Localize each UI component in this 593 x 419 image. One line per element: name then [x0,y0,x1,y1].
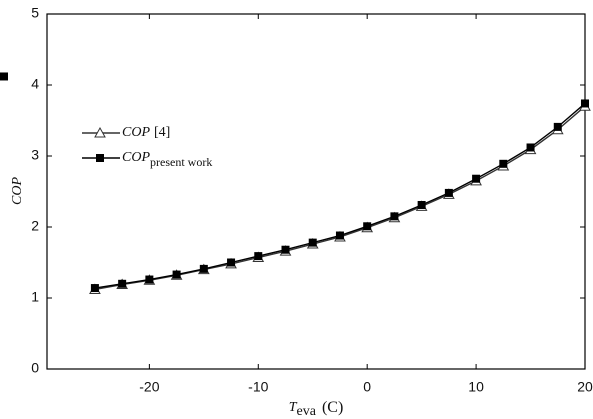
legend-suffix: [4] [154,125,170,140]
marker [172,270,181,279]
marker [417,200,426,209]
marker [118,279,127,288]
legend: COP [4] COPpresent work [122,125,212,169]
marker [96,154,104,162]
legend-subscript: present work [150,155,212,169]
legend-label: COPpresent work [122,150,212,169]
x-tick-label: -20 [139,379,159,395]
legend-name: COP [122,125,150,140]
x-tick-label: 0 [363,379,371,395]
x-label-sub: eva [297,404,317,419]
marker [308,238,317,247]
marker [254,252,263,261]
marker [444,188,453,197]
marker [526,143,535,152]
marker [0,72,8,81]
marker [390,212,399,221]
x-tick-label: -10 [248,379,268,395]
x-axis-label: Teva (C) [289,399,344,419]
marker [94,126,106,138]
marker [472,174,481,183]
x-tick-label: 10 [468,379,484,395]
y-tick-label: 5 [31,5,39,21]
x-tick-label: 20 [577,379,593,395]
x-label-unit: (C) [322,399,343,416]
marker [281,245,290,254]
legend-label: COP [4] [122,125,170,140]
marker [499,159,508,168]
marker [90,284,99,293]
y-tick-label: 1 [31,289,39,305]
plot-frame [46,13,586,370]
marker [335,231,344,240]
marker [227,258,236,267]
y-tick-label: 3 [31,147,39,163]
marker [363,222,372,231]
y-axis-label: COP [10,177,25,205]
y-tick-label: 0 [31,360,39,376]
x-label-main: T [289,400,298,415]
legend-name: COP [122,150,150,165]
marker [199,264,208,273]
y-tick-label: 2 [31,218,39,234]
marker [581,99,589,108]
marker [145,275,154,284]
y-tick-label: 4 [31,76,39,92]
marker [553,122,562,131]
